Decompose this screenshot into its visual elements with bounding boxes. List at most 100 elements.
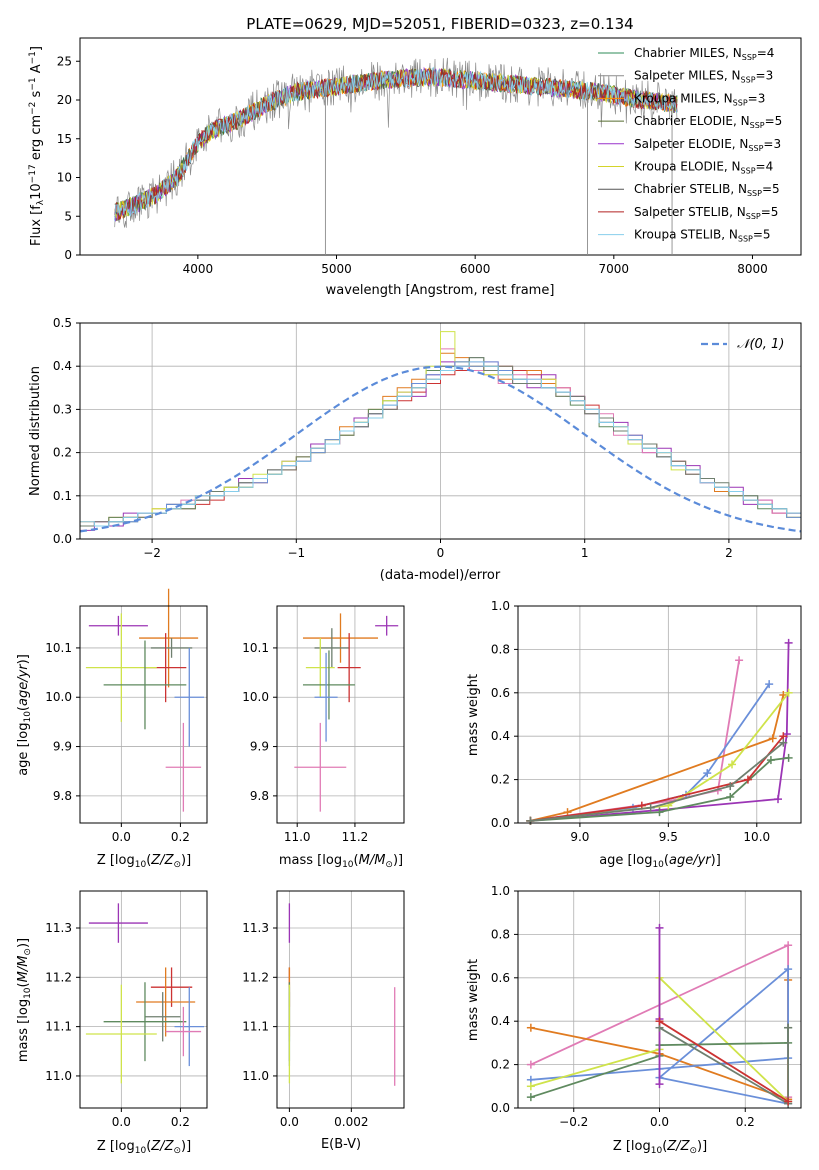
spectrum-legend-n: =5 bbox=[762, 182, 780, 196]
panel-mass-ebv: 0.0 0.002 11.0 11.1 11.2 11.3 bbox=[242, 890, 405, 1129]
panel-xtick-label: 0.0 bbox=[280, 1115, 299, 1129]
mass-ebv-xlabel: E(B-V) bbox=[321, 1137, 361, 1152]
panel-ytick-label: 10.1 bbox=[45, 641, 72, 655]
histogram-ytick-label: 0.5 bbox=[53, 316, 72, 330]
spectrum-legend: Chabrier MILES, NSSP=4 Salpeter MILES, NS… bbox=[598, 46, 782, 244]
spectrum-legend-n: =4 bbox=[756, 160, 774, 174]
histogram-xtick-label: 0 bbox=[437, 546, 445, 560]
spectrum-legend-label: Salpeter ELODIE, NSSP=3 bbox=[634, 137, 781, 153]
panel-xtick-label: 0.0 bbox=[650, 1115, 669, 1129]
spectrum-ytick-label: 10 bbox=[57, 171, 72, 185]
panel-ytick-label: 0.8 bbox=[491, 642, 510, 656]
age-mass-xlabel: mass [log10(M/M⊙)] bbox=[279, 853, 403, 870]
panel-xtick-label: 11.2 bbox=[342, 830, 369, 844]
spectrum-legend-n: =3 bbox=[763, 137, 781, 151]
panel-frame bbox=[276, 605, 405, 824]
panel-ytick-label: 11.2 bbox=[242, 970, 269, 984]
panel-frame bbox=[79, 605, 208, 824]
weight-line-3 bbox=[530, 694, 785, 822]
panel-frame bbox=[79, 890, 208, 1109]
spectrum-legend-sub: SSP bbox=[738, 235, 753, 244]
panel-ytick-label: 0.0 bbox=[491, 816, 510, 830]
spectrum-xlabel: wavelength [Angstrom, rest frame] bbox=[326, 283, 555, 298]
panel-ytick-label: 10.0 bbox=[242, 690, 269, 704]
histogram-xtick-label: −1 bbox=[287, 546, 305, 560]
panel-ytick-label: 0.8 bbox=[491, 927, 510, 941]
spectrum-legend-sub: SSP bbox=[741, 76, 756, 85]
spectrum-legend-label: Chabrier MILES, NSSP=4 bbox=[634, 46, 774, 62]
spectrum-xtick-label: 4000 bbox=[183, 262, 214, 276]
spectrum-ytick-label: 5 bbox=[64, 209, 72, 223]
panel-mw-age: 9.0 9.5 10.0 0.0 0.2 0.4 0.6 0.8 1.0 bbox=[491, 599, 802, 844]
spectrum-ylabel: Flux [fλ10−17 erg cm−2 s−1 A−1] bbox=[28, 46, 46, 246]
panel-ytick-label: 9.9 bbox=[53, 740, 72, 754]
spectrum-legend-n: =3 bbox=[756, 69, 774, 83]
panel-mw-z: −0.2 0.0 0.2 0.0 0.2 0.4 0.6 0.8 1.0 bbox=[491, 884, 802, 1129]
spectrum-xtick-label: 5000 bbox=[321, 262, 352, 276]
mw-z-ylabel: mass weight bbox=[466, 959, 481, 1041]
spectrum-panel: 4000 5000 6000 7000 8000 0 5 10 15 20 25 wavelengt… bbox=[28, 37, 802, 298]
panel-ytick-label: 0.2 bbox=[491, 773, 510, 787]
spectrum-legend-label: Salpeter MILES, NSSP=3 bbox=[634, 69, 773, 85]
panel-xtick-label: 0.0 bbox=[112, 1115, 131, 1129]
gaussian-legend-label: 𝒩(0, 1) bbox=[737, 337, 784, 352]
panel-ytick-label: 0.6 bbox=[491, 686, 510, 700]
spectrum-legend-n: =4 bbox=[757, 46, 775, 60]
spectrum-legend-n: =5 bbox=[753, 228, 771, 242]
panel-ytick-label: 11.2 bbox=[45, 970, 72, 984]
spectrum-legend-n: =5 bbox=[765, 114, 783, 128]
spectrum-legend-label: Salpeter STELIB, NSSP=5 bbox=[634, 205, 778, 221]
spectrum-legend-label: Chabrier STELIB, NSSP=5 bbox=[634, 182, 780, 198]
spectrum-legend-sub: SSP bbox=[733, 98, 748, 107]
histogram-xtick-label: 2 bbox=[725, 546, 733, 560]
spectrum-line-5 bbox=[114, 66, 678, 222]
panel-age-z: 0.0 0.2 9.8 9.9 10.0 10.1 bbox=[45, 588, 208, 844]
panel-xtick-label: −0.2 bbox=[559, 1115, 588, 1129]
spectrum-lines bbox=[114, 57, 678, 255]
panel-xtick-label: 0.002 bbox=[334, 1115, 368, 1129]
spectrum-line-8 bbox=[114, 68, 678, 221]
spectrum-xtick-label: 8000 bbox=[737, 262, 768, 276]
weight-line-1 bbox=[530, 660, 740, 822]
panel-ytick-label: 1.0 bbox=[491, 884, 510, 898]
panel-xtick-label: 0.2 bbox=[171, 830, 190, 844]
spectrum-legend-sub: SSP bbox=[747, 189, 762, 198]
spectrum-ytick-label: 25 bbox=[57, 54, 72, 68]
weight-line-8 bbox=[530, 742, 784, 822]
panel-xtick-label: 9.5 bbox=[659, 830, 678, 844]
histogram-xlabel: (data-model)/error bbox=[380, 568, 501, 583]
panel-xtick-label: 9.0 bbox=[570, 830, 589, 844]
age-z-xlabel: Z [log10(Z/Z⊙)] bbox=[97, 853, 191, 870]
mw-age-ylabel: mass weight bbox=[466, 674, 481, 756]
panel-xtick-label: 10.0 bbox=[743, 830, 770, 844]
panel-ytick-label: 11.0 bbox=[45, 1069, 72, 1083]
spectrum-ytick-label: 20 bbox=[57, 93, 72, 107]
spectrum-line-9 bbox=[114, 66, 678, 222]
panel-mass-z: 0.0 0.2 11.0 11.1 11.2 11.3 bbox=[45, 890, 208, 1129]
spectrum-legend-sub: SSP bbox=[748, 144, 763, 153]
histogram-ytick-label: 0.0 bbox=[53, 532, 72, 546]
spectrum-xtick-label: 6000 bbox=[460, 262, 491, 276]
panel-ytick-label: 0.4 bbox=[491, 1014, 510, 1028]
spectrum-legend-sub: SSP bbox=[750, 121, 765, 130]
histogram-ticks: −2 −1 0 1 2 0.0 0.1 0.2 0.3 0.4 0.5 bbox=[53, 316, 733, 560]
mass-z-xlabel: Z [log10(Z/Z⊙)] bbox=[97, 1139, 191, 1156]
spectrum-legend-n: =3 bbox=[748, 91, 766, 105]
histogram-ytick-label: 0.3 bbox=[53, 402, 72, 416]
spectrum-legend-label: Kroupa MILES, NSSP=3 bbox=[634, 91, 765, 107]
panel-xtick-label: 11.0 bbox=[284, 830, 311, 844]
panel-xtick-label: 0.2 bbox=[736, 1115, 755, 1129]
panel-ytick-label: 11.1 bbox=[45, 1020, 72, 1034]
panel-ytick-label: 0.6 bbox=[491, 971, 510, 985]
histogram-series-9 bbox=[80, 361, 801, 527]
panel-frame bbox=[276, 890, 405, 1109]
histogram-panel: −2 −1 0 1 2 0.0 0.1 0.2 0.3 0.4 0.5 (data-model)/e… bbox=[28, 316, 802, 583]
histogram-ylabel: Normed distribution bbox=[28, 366, 43, 496]
age-z-ylabel: age [log10(age/yr)] bbox=[16, 654, 33, 776]
panel-ytick-label: 10.0 bbox=[45, 690, 72, 704]
panel-xtick-label: 0.0 bbox=[112, 830, 131, 844]
panel-ytick-label: 0.2 bbox=[491, 1058, 510, 1072]
spectrum-legend-label: Chabrier ELODIE, NSSP=5 bbox=[634, 114, 782, 130]
weight-line-4 bbox=[530, 642, 790, 822]
histogram-xtick-label: 1 bbox=[581, 546, 589, 560]
